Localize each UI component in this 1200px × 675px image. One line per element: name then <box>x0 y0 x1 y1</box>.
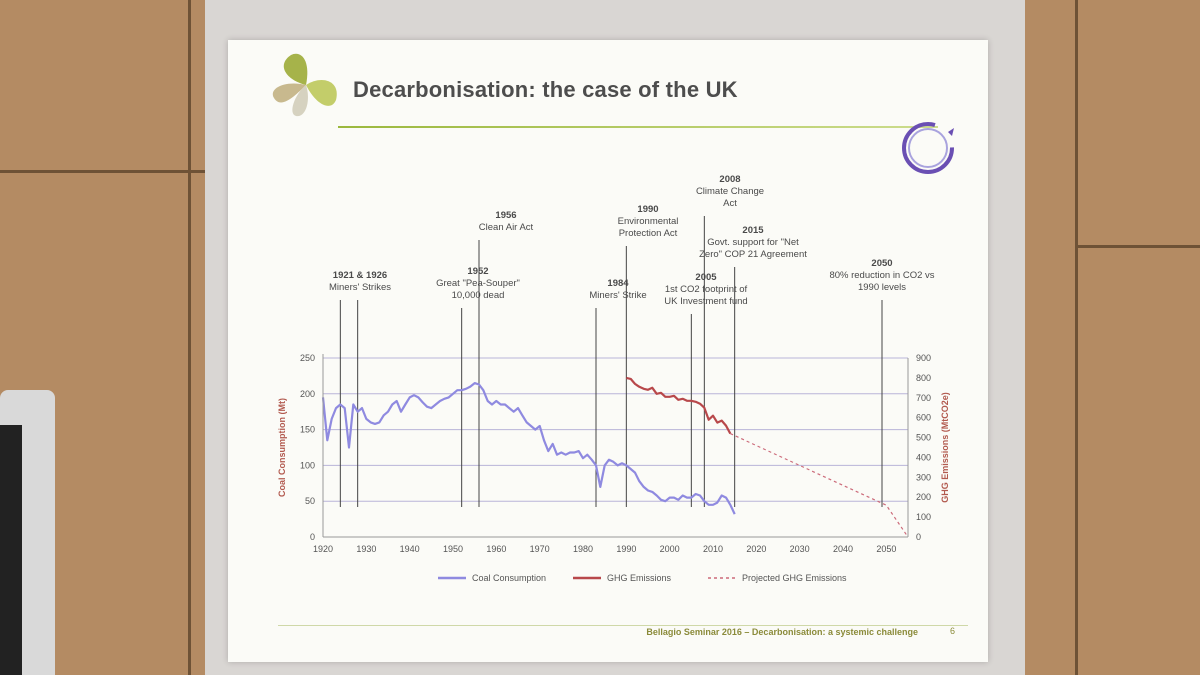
y2-tick-label: 500 <box>916 433 931 443</box>
y2-tick-label: 400 <box>916 452 931 462</box>
y-tick-label: 150 <box>300 425 315 435</box>
wall-right <box>1025 0 1200 675</box>
x-tick-label: 2030 <box>790 544 810 554</box>
x-tick-label: 1920 <box>313 544 333 554</box>
x-tick-label: 1980 <box>573 544 593 554</box>
y-tick-label: 250 <box>300 353 315 363</box>
annotation-text: 1st CO2 footprint of <box>665 284 748 295</box>
x-tick-label: 2040 <box>833 544 853 554</box>
presentation-slide: Decarbonisation: the case of the UK Bell… <box>228 40 988 662</box>
annotation-text: Clean Air Act <box>479 222 534 233</box>
annotation-text: Govt. support for "Net <box>707 237 799 248</box>
annotation-year-label: 1990 <box>637 204 658 215</box>
annotation-text: Zero" COP 21 Agreement <box>699 249 807 260</box>
footer-text: Bellagio Seminar 2016 – Decarbonisation:… <box>646 627 918 637</box>
wall-seam <box>1075 0 1078 675</box>
y2-tick-label: 600 <box>916 413 931 423</box>
annotation-text: Miners' Strikes <box>329 282 391 293</box>
annotation-year-label: 2005 <box>695 272 717 283</box>
x-tick-label: 1930 <box>356 544 376 554</box>
annotation-text: UK Investment fund <box>664 296 747 307</box>
x-tick-label: 1960 <box>486 544 506 554</box>
wall-seam <box>188 0 191 675</box>
annotation-year-label: 2008 <box>719 174 740 185</box>
tablet-screen <box>0 425 22 675</box>
annotation-text: Protection Act <box>619 228 678 239</box>
ginkgo-leaf-logo-icon <box>272 53 337 117</box>
page-number: 6 <box>950 626 956 636</box>
legend-label: Projected GHG Emissions <box>742 573 847 583</box>
x-tick-label: 1940 <box>400 544 420 554</box>
annotation-year-label: 2015 <box>742 225 764 236</box>
legend-label: Coal Consumption <box>472 573 546 583</box>
annotation-year-label: 2050 <box>871 258 892 269</box>
series-line-projected-ghg-emissions <box>730 433 909 538</box>
series-layer <box>321 376 909 538</box>
x-tick-label: 2000 <box>660 544 680 554</box>
y-tick-label: 200 <box>300 389 315 399</box>
y2-tick-label: 200 <box>916 492 931 502</box>
series-line-coal-consumption <box>321 382 736 515</box>
x-tick-label: 2020 <box>746 544 766 554</box>
annotation-text: 10,000 dead <box>452 290 505 301</box>
title-rule <box>338 126 938 128</box>
y2-tick-label: 100 <box>916 512 931 522</box>
y2-tick-label: 800 <box>916 373 931 383</box>
grid-layer <box>323 357 908 502</box>
y2-tick-label: 700 <box>916 393 931 403</box>
y-tick-label: 100 <box>300 460 315 470</box>
annotation-text: Environmental <box>618 216 679 227</box>
legend-layer: Coal Consumption GHG Emissions Projected G… <box>438 573 847 583</box>
y-tick-label: 50 <box>305 496 315 506</box>
legend-label: GHG Emissions <box>607 573 672 583</box>
annotation-text: Climate Change <box>696 186 764 197</box>
y2-tick-label: 300 <box>916 472 931 482</box>
annotation-year-label: 1921 & 1926 <box>333 270 387 281</box>
x-tick-label: 1970 <box>530 544 550 554</box>
x-tick-label: 2050 <box>876 544 896 554</box>
annotation-text: Act <box>723 198 737 209</box>
footer-rule <box>278 625 968 626</box>
annotation-text: 80% reduction in CO2 vs <box>829 270 934 281</box>
x-tick-label: 1990 <box>616 544 636 554</box>
axis-layer: 0 50 100 150 200 250 0 100 200 300 400 500 600 700 800… <box>277 353 950 554</box>
y2-axis-title: GHG Emissions (MtCO2e) <box>940 392 950 503</box>
x-tick-label: 2010 <box>703 544 723 554</box>
slide-title: Decarbonisation: the case of the UK <box>353 77 738 102</box>
annotation-year-label: 1984 <box>607 278 629 289</box>
y2-tick-label: 0 <box>916 532 921 542</box>
annotation-year-label: 1952 <box>467 266 488 277</box>
y-tick-label: 0 <box>310 532 315 542</box>
wall-seam <box>1075 245 1200 248</box>
wall-seam <box>0 170 205 173</box>
annotation-text: 1990 levels <box>858 282 906 293</box>
annotation-lines <box>339 216 883 507</box>
x-tick-label: 1950 <box>443 544 463 554</box>
annotation-text: Miners' Strike <box>589 290 646 301</box>
annotation-year-label: 1956 <box>495 210 516 221</box>
annotation-text: Great "Pea-Souper" <box>436 278 520 289</box>
series-line-ghg-emissions <box>626 376 732 435</box>
y-axis-title: Coal Consumption (Mt) <box>277 398 287 497</box>
coalition-logo-icon <box>902 122 954 174</box>
y2-tick-label: 900 <box>916 353 931 363</box>
